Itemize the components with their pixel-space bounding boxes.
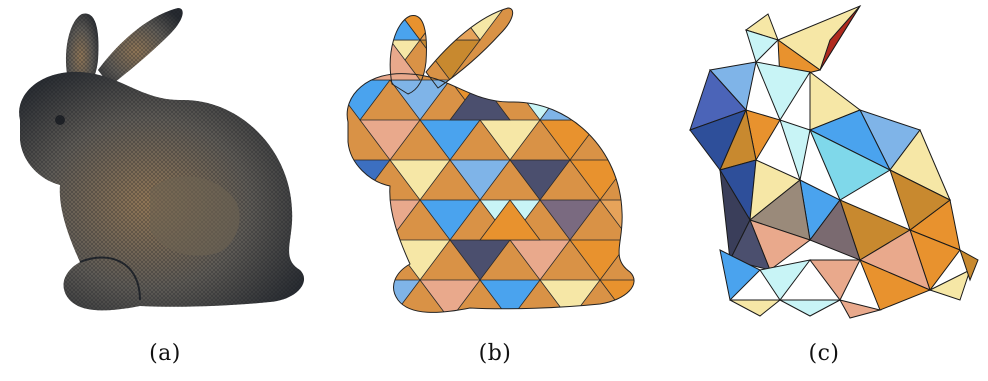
bunny-silhouette-a [19,8,305,311]
bunny-medium-triangulation [346,7,635,313]
triangulation-c [689,4,979,319]
bunny-coarse-triangulation [689,4,979,319]
caption-a: (a) [149,341,181,366]
panel-a: (a) [0,0,330,381]
panel-c: (c) [660,0,988,381]
bunny-dense-mesh [19,8,305,311]
caption-c: (c) [808,341,840,366]
caption-b: (b) [478,341,512,366]
panel-b: (b) [330,0,660,381]
